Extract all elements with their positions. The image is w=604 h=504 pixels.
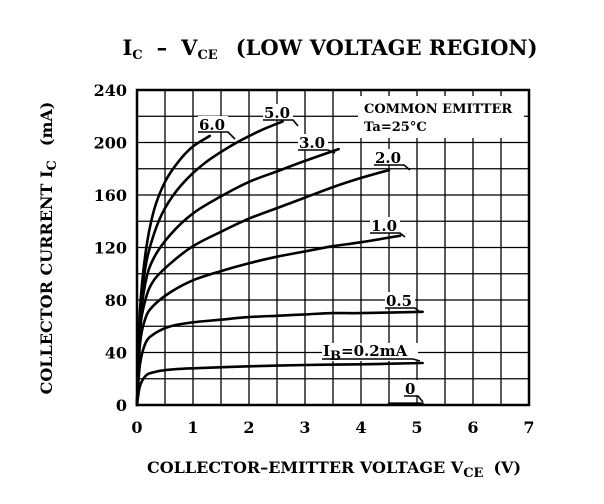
label-bg-6 [198, 116, 228, 132]
label-bg-2 [374, 149, 404, 165]
label-bg-3 [298, 134, 328, 150]
leader-05 [385, 307, 421, 313]
xlabel-main: COLLECTOR–EMITTER VOLTAGE V [147, 458, 464, 477]
x-tick-label: 0 [131, 418, 142, 437]
curve-series-6 [135, 361, 424, 407]
curves [135, 120, 424, 407]
curve-series-3 [135, 168, 391, 407]
leader-5 [263, 119, 299, 127]
x-tick-label: 4 [355, 418, 366, 437]
curve-label-2: 2.0 [375, 149, 401, 167]
ylabel-unit: (mA) [37, 102, 56, 146]
y-tick-label: 40 [105, 344, 127, 363]
leader-2 [374, 164, 411, 171]
xlabel-sub: CE [463, 466, 483, 481]
y-tick-label: 80 [105, 291, 127, 310]
leader-3 [298, 149, 336, 154]
title-dash: – [157, 35, 168, 60]
x-tick-label: 5 [411, 418, 422, 437]
curve-label-5: 5.0 [264, 104, 290, 122]
title-ic: I [122, 35, 132, 60]
leader-0 [404, 395, 424, 403]
curve-series-5 [135, 310, 424, 407]
curve-label-1: 1.0 [371, 217, 397, 235]
chart-title: IC – VCE (LOW VOLTAGE REGION) [122, 35, 537, 63]
curve-label-ib: IB=0.2mA [323, 342, 408, 364]
y-tick-label: 0 [116, 396, 127, 415]
title-v-sub: CE [197, 48, 217, 63]
conditions-box-bg [358, 96, 524, 138]
title-v: V [180, 35, 198, 60]
title-rest: (LOW VOLTAGE REGION) [236, 35, 538, 60]
curve-labels: 6.0 5.0 3.0 2.0 1.0 0.5 IB=0.2mA 0 [198, 104, 418, 398]
y-tick-label: 240 [94, 81, 127, 100]
label-bg-0 [404, 380, 418, 396]
x-axis-label: COLLECTOR–EMITTER VOLTAGE VCE (V) [147, 458, 521, 481]
leader-1 [370, 232, 406, 238]
xlabel-unit: (V) [493, 458, 521, 477]
leader-ib [322, 358, 421, 362]
leader-6 [198, 131, 236, 140]
label-leaders [198, 119, 424, 403]
curve-series-2 [135, 147, 340, 407]
title-ic-sub: C [132, 48, 142, 63]
label-bg-ib [322, 343, 418, 361]
ib-sub: B [330, 349, 341, 364]
condition-temperature: Ta=25°C [364, 120, 427, 135]
label-bg-05 [385, 292, 415, 308]
x-tick-label: 3 [299, 418, 310, 437]
ylabel-main: COLLECTOR CURRENT I [37, 170, 56, 394]
x-tick-label: 6 [467, 418, 478, 437]
plot-frame [135, 88, 531, 407]
curve-label-6: 6.0 [199, 116, 225, 134]
curve-series-1 [135, 120, 284, 407]
curve-label-3: 3.0 [299, 134, 325, 152]
condition-common-emitter: COMMON EMITTER [364, 102, 512, 117]
curve-label-0: 0 [405, 380, 415, 398]
curve-label-05: 0.5 [386, 292, 412, 310]
tick-labels: 0 1 2 3 4 5 6 7 0 40 80 120 160 200 240 [94, 81, 535, 437]
x-tick-label: 2 [243, 418, 254, 437]
ib-rest: =0.2mA [341, 342, 408, 360]
ib-main: I [323, 342, 330, 360]
y-tick-label: 200 [94, 134, 127, 153]
label-bg-5 [263, 104, 293, 120]
label-bg-1 [370, 217, 400, 233]
x-tick-label: 1 [187, 418, 198, 437]
curve-series-4 [135, 234, 402, 407]
y-tick-label: 160 [94, 186, 127, 205]
ylabel-sub: C [45, 160, 60, 170]
y-tick-label: 120 [94, 239, 127, 258]
x-tick-label: 7 [523, 418, 534, 437]
y-axis-label: COLLECTOR CURRENT IC (mA) [37, 102, 60, 395]
